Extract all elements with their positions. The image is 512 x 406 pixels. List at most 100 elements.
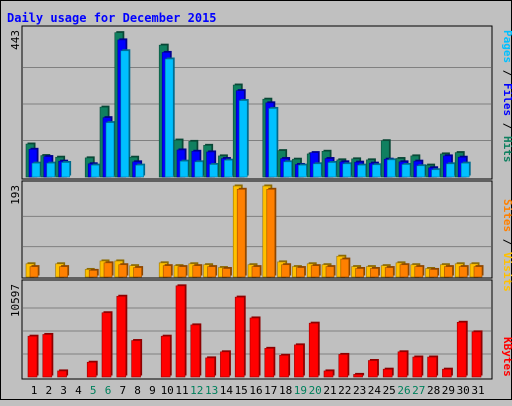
x-tick-label-day-7: 7 (119, 384, 126, 397)
bar-visits-day-5 (88, 270, 98, 278)
bar-visits-day-14 (222, 268, 231, 278)
bar-kbytes-day-28 (427, 356, 437, 378)
bar-kbytes-day-5 (86, 361, 97, 378)
bar-pages-day-24 (372, 164, 381, 178)
bar-pages-day-6 (105, 122, 115, 178)
legend-mid: Sites / Visits (501, 199, 512, 292)
bar-visits-day-18 (281, 264, 290, 278)
bar-kbytes-day-12 (190, 324, 201, 378)
bar-kbytes-day-23 (353, 374, 363, 378)
bar-kbytes-day-13 (205, 357, 215, 378)
bar-visits-day-6 (103, 262, 113, 278)
legend-sites: Sites (501, 199, 512, 232)
bar-kbytes-day-19 (294, 344, 304, 378)
x-tick-label-day-12: 12 (190, 384, 203, 397)
bar-visits-day-1 (29, 266, 39, 278)
bar-kbytes-day-10 (160, 335, 171, 378)
bar-visits-day-13 (207, 266, 216, 278)
bar-kbytes-day-30 (456, 322, 467, 378)
x-tick-label-day-26: 26 (397, 384, 410, 397)
bar-visits-day-7 (118, 264, 128, 278)
bar-pages-day-17 (268, 108, 278, 178)
bar-pages-day-30 (460, 162, 470, 178)
bar-visits-day-16 (251, 266, 261, 278)
bar-kbytes-day-8 (131, 340, 141, 378)
x-tick-label-day-2: 2 (45, 384, 52, 397)
x-tick-label-day-6: 6 (105, 384, 112, 397)
x-tick-label-day-24: 24 (368, 384, 382, 397)
panel-hits-files-pages: 443 Pages / Files / Hits (9, 25, 512, 180)
bars (25, 31, 484, 378)
bar-pages-day-11 (179, 160, 189, 178)
bar-kbytes-day-18 (279, 354, 289, 378)
x-tick-label-day-11: 11 (175, 384, 188, 397)
legend-kbytes: KBytes (501, 337, 512, 377)
panel-bot-max-label: 10597 (9, 284, 22, 317)
legend-files: Files (501, 83, 512, 116)
bar-visits-day-29 (444, 266, 453, 278)
x-tick-label-day-25: 25 (383, 384, 396, 397)
x-tick-label-day-19: 19 (294, 384, 307, 397)
legend-hits: Hits (501, 136, 512, 163)
chart-title: Daily usage for December 2015 (7, 11, 217, 25)
bar-kbytes-day-25 (382, 368, 393, 378)
bar-kbytes-day-6 (101, 312, 112, 378)
bar-kbytes-day-17 (264, 348, 275, 378)
bar-kbytes-day-2 (42, 334, 53, 378)
x-tick-label-day-30: 30 (457, 384, 470, 397)
panel-mid-max-label: 193 (9, 185, 22, 205)
bar-kbytes-day-26 (397, 351, 408, 378)
bar-visits-day-12 (192, 265, 202, 278)
bar-pages-day-27 (416, 165, 426, 178)
bar-visits-day-8 (133, 267, 142, 278)
bar-visits-day-21 (325, 266, 335, 278)
bar-pages-day-25 (386, 159, 396, 178)
bar-visits-day-28 (429, 269, 438, 278)
x-tick-label-day-28: 28 (427, 384, 440, 397)
bar-pages-day-15 (238, 100, 248, 178)
x-tick-label-day-3: 3 (60, 384, 67, 397)
bar-pages-day-12 (194, 161, 204, 178)
x-tick-label-day-13: 13 (205, 384, 218, 397)
bar-pages-day-29 (446, 163, 455, 178)
bar-visits-day-26 (399, 264, 409, 278)
x-tick-label-day-21: 21 (323, 384, 336, 397)
x-tick-label-day-22: 22 (338, 384, 351, 397)
bar-pages-day-2 (46, 162, 56, 178)
legend-visits: Visits (501, 252, 512, 292)
bar-visits-day-24 (370, 268, 379, 278)
x-tick-label-day-9: 9 (149, 384, 156, 397)
bar-pages-day-1 (31, 162, 41, 178)
bar-kbytes-day-11 (175, 285, 186, 378)
bar-pages-day-5 (90, 164, 100, 178)
bar-pages-day-23 (357, 164, 366, 178)
bar-kbytes-day-15 (234, 296, 245, 378)
legend-top: Pages / Files / Hits (501, 30, 512, 163)
bar-visits-day-3 (59, 266, 68, 278)
x-tick-label-day-18: 18 (279, 384, 292, 397)
x-tick-label-day-29: 29 (442, 384, 455, 397)
bar-pages-day-14 (224, 159, 233, 178)
bar-kbytes-day-1 (27, 335, 38, 378)
x-tick-label-day-23: 23 (353, 384, 366, 397)
bar-kbytes-day-3 (57, 370, 67, 378)
bar-visits-day-10 (162, 265, 172, 278)
bar-kbytes-day-16 (249, 317, 260, 378)
bar-visits-day-30 (458, 266, 468, 278)
x-tick-label-day-17: 17 (264, 384, 277, 397)
x-tick-label-day-8: 8 (134, 384, 141, 397)
x-tick-label-day-10: 10 (161, 384, 174, 397)
grid-lines (23, 67, 491, 355)
bar-kbytes-day-29 (442, 368, 452, 378)
x-tick-label-day-4: 4 (75, 384, 82, 397)
bar-pages-day-3 (61, 162, 70, 178)
bar-visits-day-23 (355, 268, 364, 278)
x-tick-label-day-31: 31 (471, 384, 484, 397)
bar-pages-day-20 (312, 163, 322, 178)
bar-kbytes-day-31 (471, 331, 482, 378)
bar-pages-day-8 (135, 164, 144, 178)
bar-visits-day-27 (414, 266, 424, 278)
x-axis-labels: 1 2 3 4 5 6 7 8 9 10 11 12 13 14 15 16 17 18 19 20 21 22 23 24 2… (31, 384, 485, 397)
bar-visits-day-20 (310, 265, 320, 278)
bar-kbytes-day-21 (323, 370, 334, 378)
